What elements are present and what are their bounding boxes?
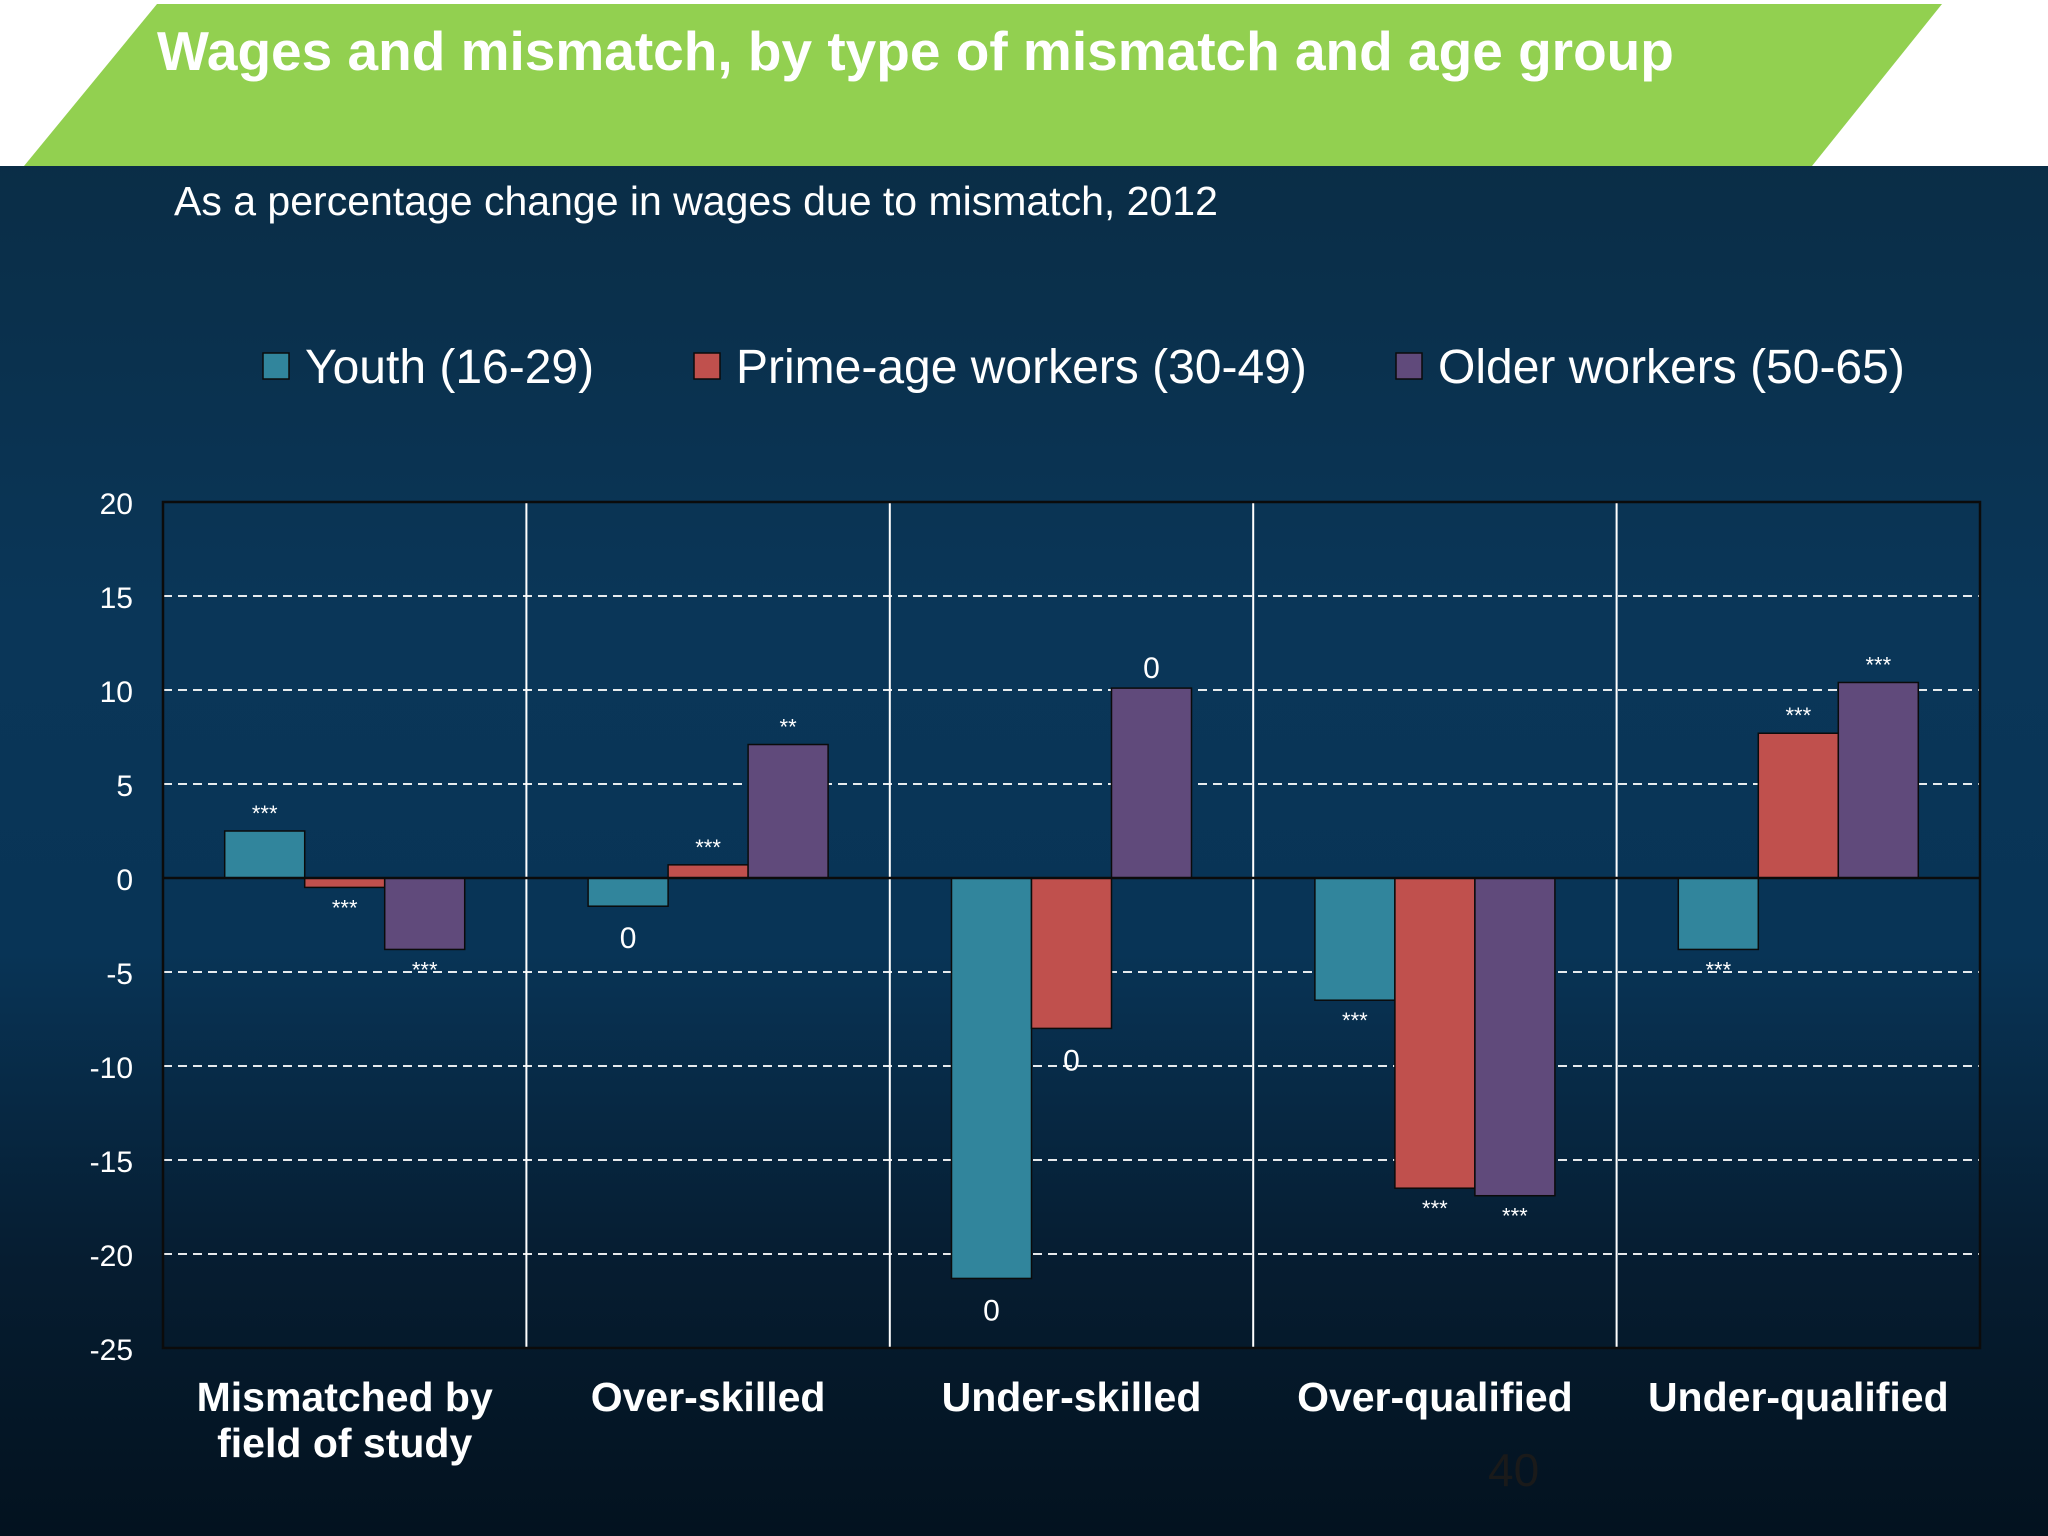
legend-label: Youth (16-29)	[305, 341, 594, 394]
x-category-label: Under-skilled	[942, 1374, 1202, 1420]
x-category-label: Under-qualified	[1648, 1374, 1949, 1420]
bar	[1030, 877, 1113, 1030]
data-label: 0	[620, 922, 637, 955]
bar	[303, 877, 386, 889]
bar	[1837, 681, 1920, 879]
bar	[223, 830, 306, 879]
legend-label: Prime-age workers (30-49)	[736, 341, 1307, 394]
bar	[1314, 877, 1396, 1001]
chart-subtitle: As a percentage change in wages due to m…	[174, 178, 1218, 224]
data-label: ***	[412, 957, 438, 982]
legend: Youth (16-29) Prime-age workers (30-49) Ol…	[262, 341, 1905, 394]
data-label: ***	[1705, 957, 1731, 982]
legend-swatch	[1395, 352, 1423, 380]
page-number: 40	[1488, 1444, 1540, 1496]
y-tick-label: -10	[90, 1052, 133, 1085]
bar	[1677, 877, 1760, 951]
bar	[1110, 687, 1193, 879]
title-band	[24, 4, 1942, 166]
bar	[587, 877, 669, 907]
legend-label: Older workers (50-65)	[1438, 341, 1905, 394]
y-tick-label: -5	[106, 958, 133, 991]
plot-frame	[161, 500, 1982, 1350]
y-tick-label: -25	[90, 1334, 133, 1367]
bar	[1394, 877, 1476, 1189]
y-tick-label: 20	[100, 488, 133, 521]
x-category-label: Mismatched by	[197, 1374, 493, 1420]
y-tick-label: 15	[100, 582, 133, 615]
data-label: 0	[1143, 652, 1160, 685]
y-tick-label: 0	[116, 864, 133, 897]
y-tick-label: -15	[90, 1146, 133, 1179]
bar	[747, 743, 829, 879]
data-label: ***	[1502, 1204, 1528, 1229]
legend-swatch	[693, 352, 721, 380]
plot-area: 20 15 10 5 0 -5 -10 -15 -20 -25 *** 0 0 *** *** *** *** 0…	[90, 488, 1982, 1466]
data-label: ***	[252, 801, 278, 826]
y-tick-label: -20	[90, 1240, 133, 1273]
bar	[383, 877, 466, 951]
x-category-label: Over-skilled	[591, 1374, 826, 1420]
bar	[667, 864, 749, 879]
data-label: **	[780, 715, 798, 740]
data-label: 0	[983, 1294, 1000, 1327]
data-label: ***	[1422, 1196, 1448, 1221]
data-label: ***	[695, 835, 721, 860]
x-category-label: field of study	[217, 1420, 472, 1466]
y-tick-label: 10	[100, 676, 133, 709]
x-category-label: Over-qualified	[1297, 1374, 1573, 1420]
bar	[1757, 732, 1840, 879]
page-title: Wages and mismatch, by type of mismatch …	[157, 20, 1674, 82]
bar	[1474, 877, 1556, 1197]
y-tick-label: 5	[116, 770, 133, 803]
data-label: ***	[1342, 1008, 1368, 1033]
data-label: 0	[1063, 1044, 1080, 1077]
bar	[950, 877, 1033, 1280]
legend-swatch	[262, 352, 290, 380]
data-label: ***	[1785, 703, 1811, 728]
data-label: ***	[332, 895, 358, 920]
data-label: ***	[1865, 652, 1891, 677]
header-band	[0, 0, 2048, 166]
